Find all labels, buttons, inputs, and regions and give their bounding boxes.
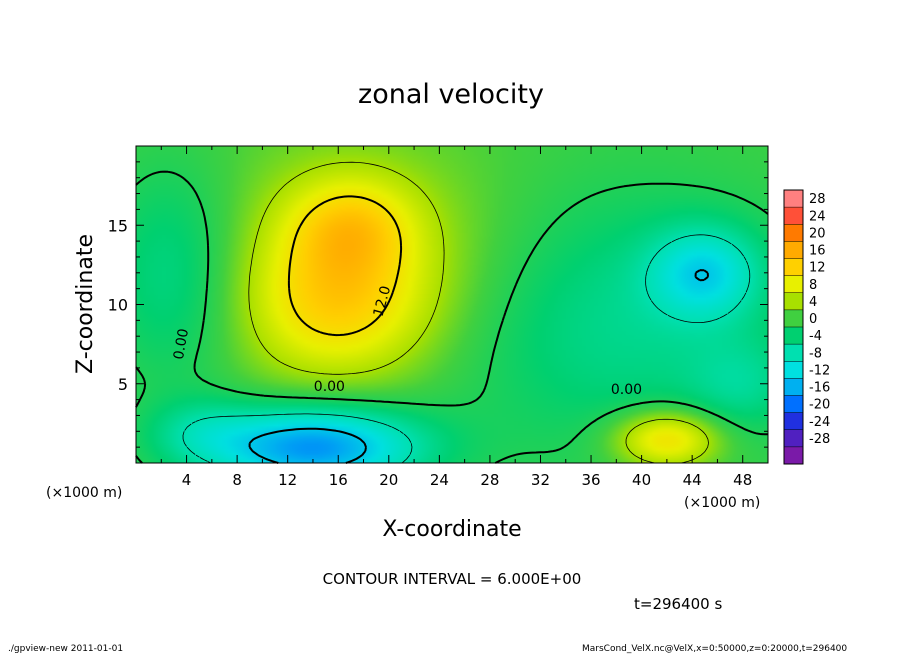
colorbar-label: 0 (809, 312, 817, 327)
colorbar-swatch (784, 344, 803, 362)
colorbar-label: -20 (809, 398, 830, 413)
x-tick-label: 24 (430, 471, 449, 489)
contour-level-0 (135, 170, 769, 464)
contour-labels: 0.00 12.0 0.00 0.00 (171, 284, 642, 398)
colorbar-label: -28 (809, 432, 830, 447)
colorbar-label: 20 (809, 226, 826, 241)
contour-level-12 (287, 195, 403, 337)
x-tick-label: 44 (683, 471, 702, 489)
contour-lines (135, 161, 769, 464)
colorbar-label: 12 (809, 261, 826, 276)
contour-interval-text: CONTOUR INTERVAL = 6.000E+00 (323, 570, 582, 588)
colorbar-swatch (784, 292, 803, 311)
contour-label: 12.0 (371, 284, 395, 318)
x-tick-label: 40 (632, 471, 651, 489)
colorbar-label: -24 (809, 415, 830, 430)
y-axis-ticks: 5 10 15 (108, 161, 768, 448)
plot-area: 0.00 12.0 0.00 0.00 (135, 145, 769, 464)
x-tick-label: 16 (329, 471, 348, 489)
colorbar-label: 4 (809, 295, 817, 310)
x-tick-label: 32 (531, 471, 550, 489)
chart-title: zonal velocity (358, 79, 544, 110)
colorbar-swatch (784, 241, 803, 259)
x-tick-label: 12 (278, 471, 297, 489)
contour-label: 0.00 (611, 382, 642, 398)
colorbar-label: 24 (809, 209, 826, 224)
colorbar-labels: 28 24 20 16 12 8 4 0 -4 -8 -12 -16 -20 -24 -28 (809, 192, 830, 447)
colorbar-swatch (784, 309, 803, 328)
colorbar-label: -16 (809, 381, 830, 396)
colorbar-swatch (784, 207, 803, 225)
x-tick-label: 20 (379, 471, 398, 489)
colorbar-swatch (784, 412, 803, 431)
x-tick-label: 48 (733, 471, 752, 489)
colorbar-swatch (784, 327, 803, 345)
y-tick-label: 10 (108, 296, 128, 315)
colorbar-label: 28 (809, 192, 826, 207)
colorbar-swatch (784, 378, 803, 396)
x-tick-label: 4 (182, 471, 192, 489)
x-axis-ticks: 4 8 12 16 20 24 28 32 36 40 44 48 (160, 146, 752, 489)
time-text: t=296400 s (634, 595, 722, 613)
footer-left: ./gpview-new 2011-01-01 (8, 644, 123, 654)
contour-level-neg12 (248, 269, 709, 464)
colorbar-swatch (784, 258, 803, 277)
y-tick-label: 15 (108, 216, 128, 235)
colorbar-swatch (784, 429, 803, 448)
colorbar: 28 24 20 16 12 8 4 0 -4 -8 -12 -16 -20 -24 -28 (783, 189, 830, 465)
colorbar-label: 16 (809, 244, 826, 259)
x-tick-label: 36 (581, 471, 600, 489)
colorbar-swatches (783, 189, 804, 465)
y-tick-label: 5 (118, 375, 128, 394)
x-tick-label: 28 (480, 471, 499, 489)
colorbar-swatch (784, 224, 803, 242)
colorbar-label: 8 (809, 278, 817, 293)
colorbar-swatch (784, 446, 803, 465)
contour-level-neg6 (182, 234, 751, 464)
colorbar-swatch (784, 395, 803, 414)
velocity-heatmap (136, 146, 768, 463)
contour-label: 0.00 (171, 327, 192, 360)
colorbar-swatch (784, 361, 803, 379)
colorbar-swatch (784, 190, 803, 208)
contour-level-6 (248, 161, 709, 464)
colorbar-label: -8 (809, 346, 822, 361)
colorbar-label: -4 (809, 329, 822, 344)
contour-label: 0.00 (314, 379, 345, 395)
x-unit-right: (×1000 m) (684, 495, 760, 511)
x-axis-label: X-coordinate (382, 517, 521, 542)
footer-right: MarsCond_VelX.nc@VelX,x=0:50000,z=0:2000… (582, 644, 847, 654)
y-axis-label: Z-coordinate (73, 234, 98, 374)
x-unit-left: (×1000 m) (46, 485, 122, 501)
colorbar-swatch (784, 275, 803, 294)
x-tick-label: 8 (232, 471, 242, 489)
colorbar-label: -12 (809, 363, 830, 378)
